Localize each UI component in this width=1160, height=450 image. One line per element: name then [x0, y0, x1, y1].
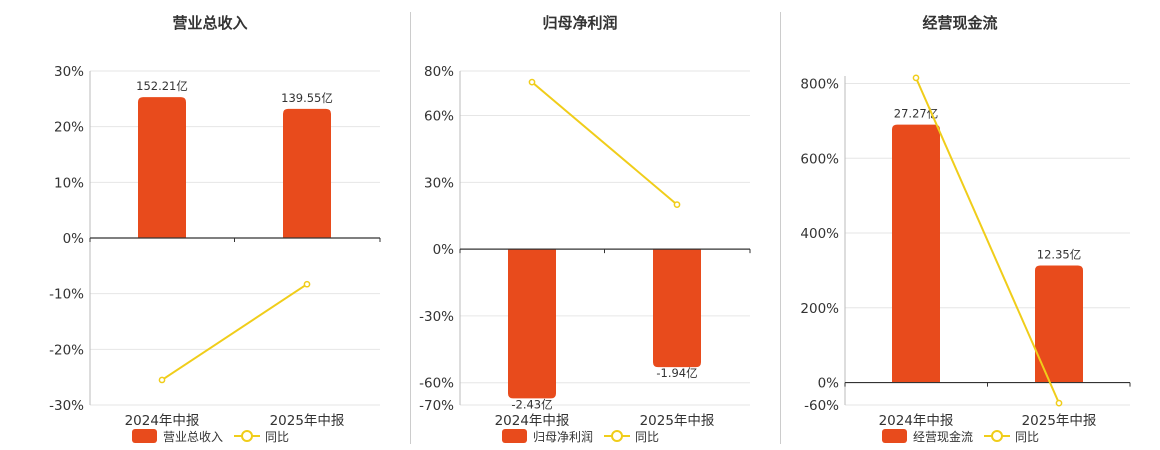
bar [1035, 265, 1083, 383]
yoy-line [161, 283, 308, 381]
y-tick-label: -60% [804, 398, 839, 414]
yoy-point [912, 74, 920, 82]
bar-data-label: 27.27亿 [894, 107, 938, 121]
panel-divider-2 [780, 12, 781, 444]
bar [283, 108, 331, 238]
x-category-label: 2024年中报 [495, 413, 570, 429]
y-tick-label: 30% [424, 175, 454, 191]
y-tick-label: 600% [800, 151, 839, 167]
bar [653, 249, 701, 368]
bar [138, 97, 186, 238]
y-tick-label: 800% [800, 76, 839, 92]
chart-title: 归母净利润 [542, 14, 617, 32]
chart-title: 经营现金流 [922, 14, 997, 32]
y-tick-label: -20% [49, 342, 84, 358]
legend-line-label: 同比 [265, 430, 289, 444]
legend-line-marker [241, 430, 253, 442]
yoy-point [1055, 399, 1063, 407]
legend-bar-swatch [502, 429, 527, 443]
bar-data-label: 152.21亿 [136, 79, 188, 93]
legend-line-label: 同比 [1015, 430, 1039, 444]
yoy-point [303, 280, 311, 288]
y-tick-label: 0% [433, 242, 455, 258]
y-tick-label: -30% [419, 309, 454, 325]
y-tick-label: 0% [63, 231, 85, 247]
x-category-label: 2025年中报 [270, 413, 345, 429]
bar-data-label: 139.55亿 [281, 91, 333, 105]
legend-bar-label: 归母净利润 [533, 430, 593, 444]
bar [892, 124, 940, 383]
legend-bar-label: 营业总收入 [163, 430, 223, 444]
yoy-line [915, 77, 1060, 404]
legend-line-marker [991, 430, 1003, 442]
y-tick-label: -10% [49, 287, 84, 303]
legend-line-label: 同比 [635, 430, 659, 444]
panel-divider-1 [410, 12, 411, 444]
y-tick-label: 400% [800, 226, 839, 242]
yoy-point [528, 78, 536, 86]
chart-title: 营业总收入 [172, 14, 247, 32]
y-tick-label: 0% [818, 376, 840, 392]
y-tick-label: 30% [54, 64, 84, 80]
y-tick-label: 80% [424, 64, 454, 80]
y-tick-label: 60% [424, 109, 454, 125]
x-category-label: 2025年中报 [640, 413, 715, 429]
legend-bar-swatch [132, 429, 157, 443]
yoy-point [158, 376, 166, 384]
x-category-label: 2025年中报 [1022, 413, 1097, 429]
bar [508, 249, 556, 399]
bar-data-label: -2.43亿 [511, 397, 552, 411]
y-tick-label: 20% [54, 120, 84, 136]
yoy-line [531, 81, 678, 206]
legend-bar-swatch [882, 429, 907, 443]
y-tick-label: -30% [49, 398, 84, 414]
y-tick-label: -70% [419, 398, 454, 414]
y-tick-label: 10% [54, 175, 84, 191]
y-tick-label: 200% [800, 301, 839, 317]
bar-data-label: 12.35亿 [1037, 248, 1081, 262]
yoy-point [673, 201, 681, 208]
legend-bar-label: 经营现金流 [913, 429, 973, 444]
x-category-label: 2024年中报 [879, 413, 954, 429]
y-tick-label: -60% [419, 376, 454, 392]
x-category-label: 2024年中报 [125, 413, 200, 429]
legend-line-marker [611, 430, 623, 442]
bar-data-label: -1.94亿 [656, 366, 697, 380]
